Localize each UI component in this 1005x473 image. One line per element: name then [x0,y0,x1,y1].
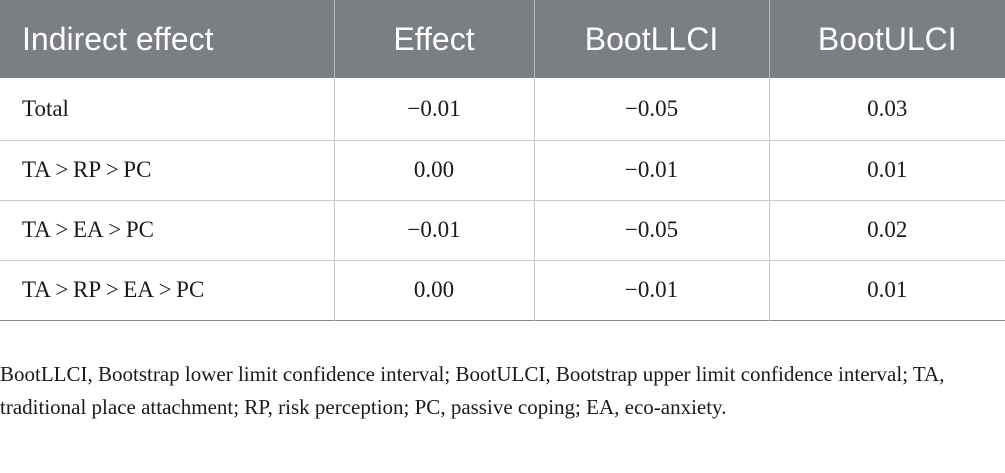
header-indirect-effect: Indirect effect [0,0,335,78]
table-row: TA > EA > PC −0.01 −0.05 0.02 [0,199,1005,260]
table-footnote: BootLLCI, Bootstrap lower limit confiden… [0,362,945,419]
bootulci-cell: 0.01 [769,259,1005,320]
table-body: Total −0.01 −0.05 0.03 TA > RP > PC 0.00… [0,78,1005,320]
bootllci-cell: −0.01 [534,139,770,200]
table-header: Indirect effect Effect BootLLCI BootULCI [0,0,1005,78]
bootulci-cell: 0.01 [769,139,1005,200]
bootulci-cell: 0.03 [867,95,908,121]
header-bootllci: BootLLCI [534,0,770,78]
indirect-effects-table: Indirect effect Effect BootLLCI BootULCI… [0,0,1005,321]
row-label: TA > RP > PC [0,139,335,200]
bootllci-cell: −0.05 [534,199,770,260]
table-row: TA > RP > EA > PC 0.00 −0.01 0.01 [0,259,1005,320]
bootllci-cell: −0.01 [534,259,770,320]
row-label: TA > EA > PC [0,199,335,260]
bootllci-cell: −0.05 [534,78,770,140]
table-row: Total −0.01 −0.05 0.03 [0,78,1005,140]
effect-cell: −0.01 [334,199,535,260]
header-bootulci: BootULCI [817,20,957,57]
effect-cell: 0.00 [334,139,535,200]
effect-cell: 0.00 [334,259,535,320]
header-row: Indirect effect Effect BootLLCI BootULCI [0,0,1005,78]
row-label: Total [0,78,335,140]
results-table-container: Indirect effect Effect BootLLCI BootULCI… [0,0,1005,321]
bootulci-cell: 0.02 [769,199,1005,260]
table-row: TA > RP > PC 0.00 −0.01 0.01 [0,139,1005,200]
effect-cell: −0.01 [334,78,535,140]
row-label: TA > RP > EA > PC [0,259,335,320]
header-effect: Effect [334,0,535,78]
